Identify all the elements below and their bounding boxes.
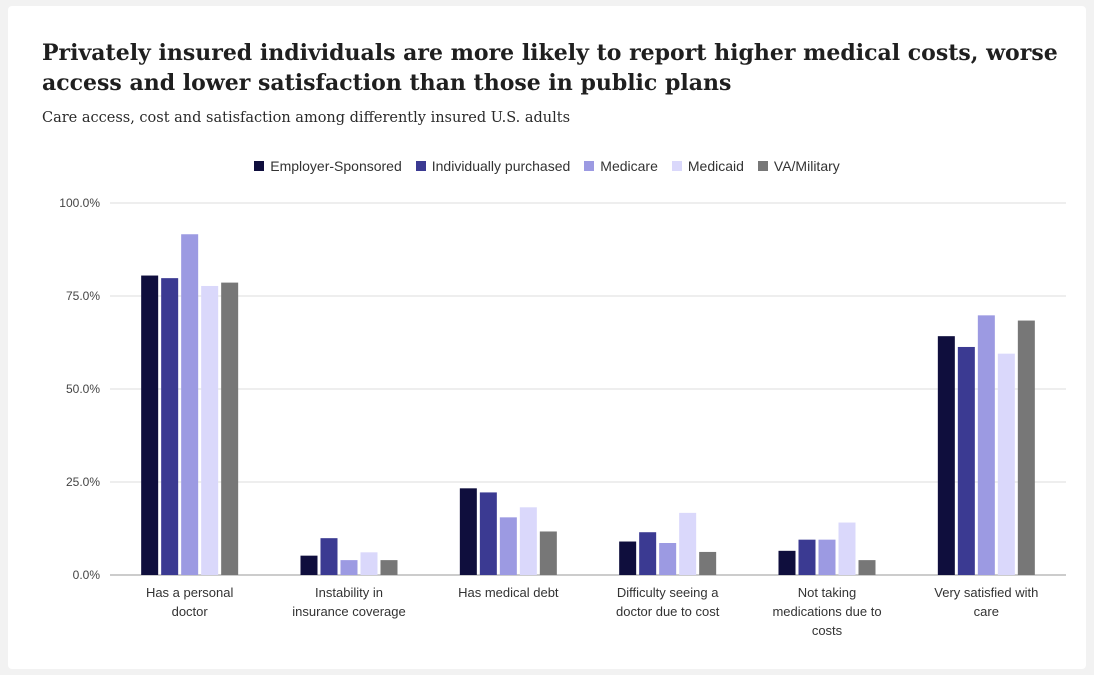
y-tick-label: 25.0% (66, 475, 100, 489)
x-category-label: Not taking medications due to costs (772, 585, 881, 638)
bar (181, 234, 199, 576)
x-category-label-line: care (974, 604, 999, 619)
chart-card: Privately insured individuals are more l… (8, 6, 1086, 669)
bar (699, 551, 717, 575)
chart-legend: Employer-Sponsored Individually purchased… (8, 158, 1086, 174)
bar (977, 315, 995, 575)
legend-item: VA/Military (757, 158, 840, 174)
x-category-label: Has a personal doctor (146, 585, 234, 619)
bar (679, 512, 697, 575)
chart-subtitle: Care access, cost and satisfaction among… (42, 110, 571, 126)
legend-label: VA/Military (773, 158, 840, 174)
legend-swatch (584, 161, 595, 171)
legend-swatch (757, 161, 768, 171)
x-category-label-line: medications due to (772, 604, 881, 619)
x-category-label: Instability in insurance coverage (292, 585, 405, 619)
legend-swatch (671, 161, 682, 171)
bar (519, 507, 537, 575)
bar (818, 539, 836, 575)
bar (1017, 320, 1035, 575)
bar-chart: 0.0% 25.0% 50.0% 75.0% 100.0% Has a personal d… (59, 196, 1066, 638)
x-category-label-line: doctor due to cost (616, 604, 720, 619)
y-tick-label: 75.0% (66, 289, 100, 303)
bar (380, 560, 398, 575)
legend-label: Medicare (600, 158, 658, 174)
legend-item: Medicaid (671, 158, 744, 174)
bar (161, 278, 179, 575)
legend-label: Employer-Sponsored (270, 158, 402, 174)
bar (459, 488, 477, 575)
x-category-label-line: costs (812, 623, 843, 638)
legend-item: Individually purchased (415, 158, 571, 174)
bar (838, 522, 856, 575)
bar (858, 560, 876, 575)
bar (778, 550, 796, 575)
bar (798, 539, 816, 575)
bar (201, 285, 219, 575)
x-category-label-line: Not taking (798, 585, 857, 600)
x-category-label-line: doctor (172, 604, 209, 619)
chart-title: Privately insured individuals are more l… (42, 40, 1058, 96)
x-category-label-line: Instability in (315, 585, 383, 600)
y-tick-label: 100.0% (59, 196, 100, 210)
x-category-label: Difficulty seeing a doctor due to cost (616, 585, 720, 619)
y-tick-label: 50.0% (66, 382, 100, 396)
bar (340, 560, 358, 575)
legend-label: Individually purchased (431, 158, 571, 174)
x-category-label: Has medical debt (458, 585, 559, 600)
legend-label: Medicaid (687, 158, 744, 174)
bar (659, 543, 677, 575)
legend-swatch (415, 161, 426, 171)
y-tick-label: 0.0% (73, 568, 101, 582)
bar (320, 538, 338, 575)
x-category-label: Very satisfied with care (934, 585, 1038, 619)
legend-swatch (254, 161, 265, 171)
x-category-label-line: Very satisfied with (934, 585, 1038, 600)
bar (221, 282, 239, 575)
bar (639, 532, 657, 575)
x-category-label-line: Has medical debt (458, 585, 559, 600)
bar (997, 353, 1015, 575)
x-category-label-line: insurance coverage (292, 604, 405, 619)
bar (499, 517, 517, 575)
bar (141, 275, 159, 575)
legend-item: Medicare (584, 158, 658, 174)
bar (619, 541, 637, 575)
x-category-label-line: Difficulty seeing a (617, 585, 719, 600)
bar (937, 336, 955, 575)
bar (957, 346, 975, 575)
bar (300, 555, 318, 575)
x-category-label-line: Has a personal (146, 585, 234, 600)
bar (539, 531, 557, 575)
bar (360, 552, 378, 575)
legend-item: Employer-Sponsored (254, 158, 402, 174)
bar (479, 492, 497, 575)
